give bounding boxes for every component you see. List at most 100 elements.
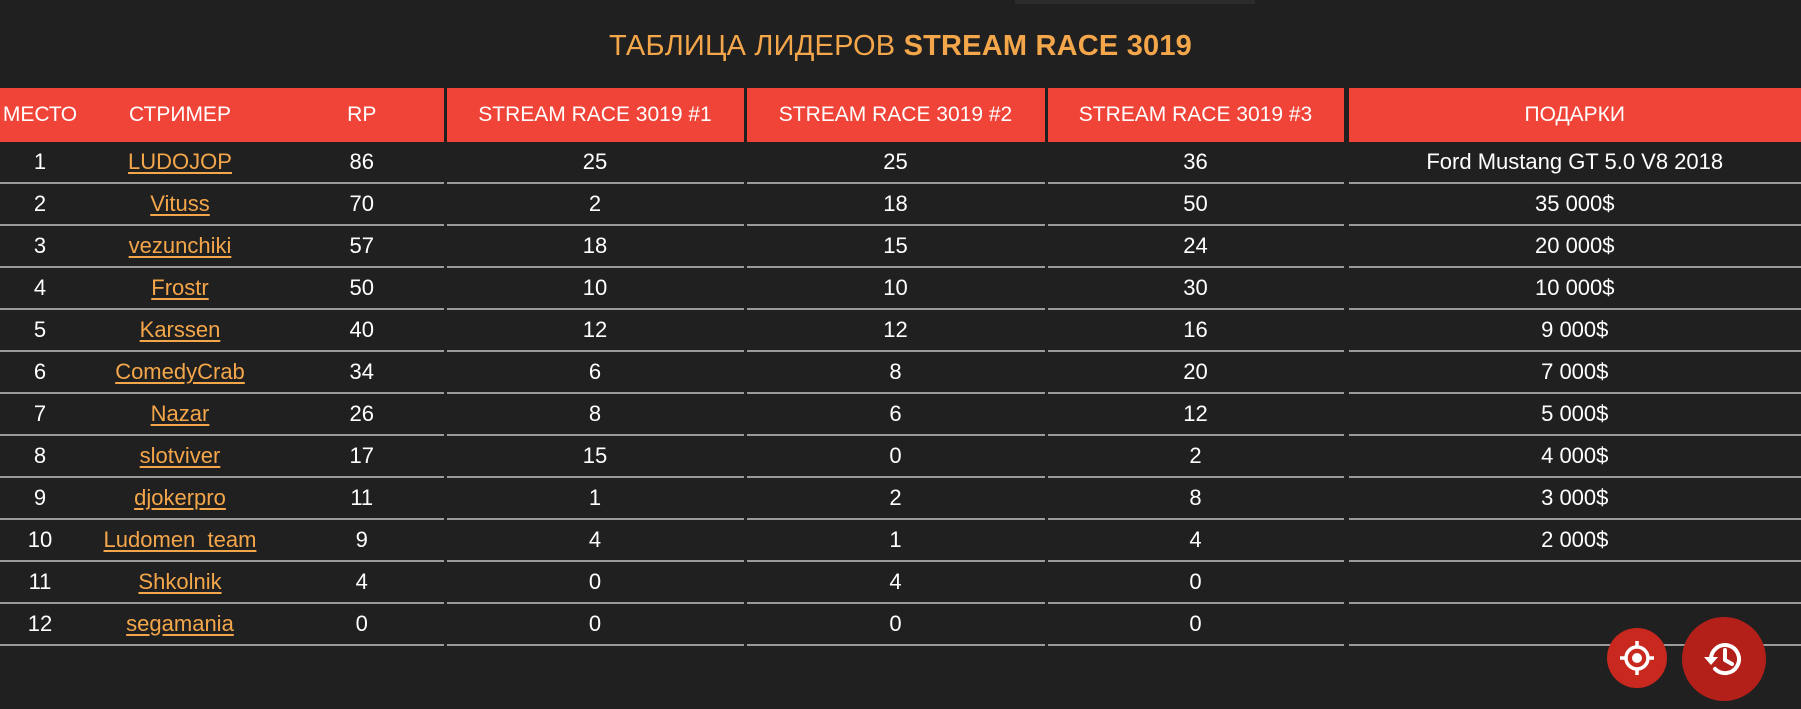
gift-cell: 3 000$ [1343, 477, 1801, 520]
streamer-link[interactable]: djokerpro [134, 485, 226, 510]
streamer-link[interactable]: Karssen [139, 317, 221, 342]
table-row: 4 Frostr 50 10 10 30 10 000$ [0, 267, 1801, 310]
streamer-cell: ComedyCrab [80, 351, 280, 394]
place-cell: 6 [0, 351, 80, 394]
rp-cell: 11 [280, 477, 445, 520]
streamer-link[interactable]: ComedyCrab [115, 359, 245, 384]
race3-cell: 36 [1044, 142, 1346, 184]
streamer-cell: djokerpro [80, 477, 280, 520]
race2-cell: 0 [743, 435, 1046, 478]
race3-cell: 0 [1044, 561, 1346, 604]
history-button[interactable] [1682, 617, 1766, 701]
column-header-place: МЕСТО [0, 88, 80, 142]
streamer-link[interactable]: slotviver [139, 443, 221, 468]
rp-cell: 50 [280, 267, 445, 310]
gift-cell: Ford Mustang GT 5.0 V8 2018 [1343, 142, 1801, 184]
crosshair-icon [1620, 641, 1654, 675]
streamer-cell: segamania [80, 603, 280, 646]
column-header-race3: STREAM RACE 3019 #3 [1044, 88, 1346, 142]
rp-cell: 0 [280, 603, 445, 646]
place-cell: 1 [0, 142, 80, 184]
race1-cell: 2 [443, 183, 745, 226]
streamer-link[interactable]: LUDOJOP [128, 149, 232, 174]
locate-button[interactable] [1607, 628, 1667, 688]
column-header-race1: STREAM RACE 3019 #1 [443, 88, 745, 142]
rp-cell: 70 [280, 183, 445, 226]
race2-cell: 1 [743, 519, 1046, 562]
table-row: 7 Nazar 26 8 6 12 5 000$ [0, 393, 1801, 436]
race1-cell: 6 [443, 351, 745, 394]
title-race-name: STREAM RACE 3019 [903, 30, 1193, 62]
race2-cell: 10 [743, 267, 1046, 310]
race3-cell: 24 [1044, 225, 1346, 268]
place-cell: 5 [0, 309, 80, 352]
table-row: 9 djokerpro 11 1 2 8 3 000$ [0, 477, 1801, 520]
streamer-cell: Vituss [80, 183, 280, 226]
race3-cell: 30 [1044, 267, 1346, 310]
race2-cell: 0 [743, 603, 1046, 646]
table-row: 5 Karssen 40 12 12 16 9 000$ [0, 309, 1801, 352]
streamer-link[interactable]: Shkolnik [138, 569, 222, 594]
race2-cell: 4 [743, 561, 1046, 604]
column-header-streamer: СТРИМЕР [80, 88, 280, 142]
gift-cell: 10 000$ [1343, 267, 1801, 310]
streamer-link[interactable]: segamania [126, 611, 234, 636]
rp-cell: 34 [280, 351, 445, 394]
gift-cell: 7 000$ [1343, 351, 1801, 394]
gift-cell: 9 000$ [1343, 309, 1801, 352]
streamer-link[interactable]: Vituss [150, 191, 210, 216]
place-cell: 8 [0, 435, 80, 478]
leaderboard-table: МЕСТО СТРИМЕР RP STREAM RACE 3019 #1 STR… [0, 88, 1801, 646]
race2-cell: 12 [743, 309, 1046, 352]
rp-cell: 17 [280, 435, 445, 478]
gift-cell: 5 000$ [1343, 393, 1801, 436]
race3-cell: 2 [1044, 435, 1346, 478]
gift-cell [1343, 561, 1801, 604]
race2-cell: 2 [743, 477, 1046, 520]
column-header-gifts: ПОДАРКИ [1343, 88, 1801, 142]
table-body: 1 LUDOJOP 86 25 25 36 Ford Mustang GT 5.0 V8 2… [0, 142, 1801, 646]
race3-cell: 8 [1044, 477, 1346, 520]
top-strip [1015, 0, 1255, 4]
race1-cell: 1 [443, 477, 745, 520]
table-row: 6 ComedyCrab 34 6 8 20 7 000$ [0, 351, 1801, 394]
race3-cell: 4 [1044, 519, 1346, 562]
table-row: 11 Shkolnik 4 0 4 0 [0, 561, 1801, 604]
streamer-cell: Ludomen_team [80, 519, 280, 562]
rp-cell: 57 [280, 225, 445, 268]
race3-cell: 0 [1044, 603, 1346, 646]
table-row: 8 slotviver 17 15 0 2 4 000$ [0, 435, 1801, 478]
race3-cell: 20 [1044, 351, 1346, 394]
race2-cell: 6 [743, 393, 1046, 436]
streamer-cell: Nazar [80, 393, 280, 436]
place-cell: 3 [0, 225, 80, 268]
rp-cell: 86 [280, 142, 445, 184]
race1-cell: 10 [443, 267, 745, 310]
gift-cell: 4 000$ [1343, 435, 1801, 478]
column-header-race2: STREAM RACE 3019 #2 [743, 88, 1046, 142]
rp-cell: 4 [280, 561, 445, 604]
race3-cell: 12 [1044, 393, 1346, 436]
streamer-cell: Karssen [80, 309, 280, 352]
title-prefix: ТАБЛИЦА ЛИДЕРОВ [608, 30, 896, 62]
place-cell: 9 [0, 477, 80, 520]
streamer-cell: Shkolnik [80, 561, 280, 604]
streamer-link[interactable]: Ludomen_team [103, 527, 257, 552]
history-icon [1704, 643, 1741, 676]
rp-cell: 9 [280, 519, 445, 562]
streamer-cell: Frostr [80, 267, 280, 310]
page-title: ТАБЛИЦА ЛИДЕРОВ STREAM RACE 3019 [0, 26, 1801, 66]
race1-cell: 0 [443, 603, 745, 646]
place-cell: 4 [0, 267, 80, 310]
streamer-link[interactable]: Frostr [151, 275, 209, 300]
place-cell: 10 [0, 519, 80, 562]
place-cell: 2 [0, 183, 80, 226]
streamer-link[interactable]: Nazar [150, 401, 210, 426]
streamer-link[interactable]: vezunchiki [128, 233, 232, 258]
table-header-row: МЕСТО СТРИМЕР RP STREAM RACE 3019 #1 STR… [0, 88, 1801, 142]
rp-cell: 26 [280, 393, 445, 436]
table-row: 2 Vituss 70 2 18 50 35 000$ [0, 183, 1801, 226]
race2-cell: 15 [743, 225, 1046, 268]
streamer-cell: vezunchiki [80, 225, 280, 268]
